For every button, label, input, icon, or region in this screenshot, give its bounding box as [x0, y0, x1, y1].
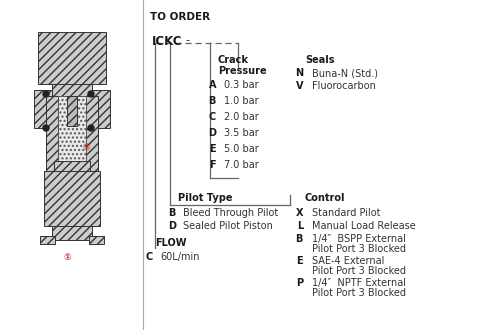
Text: Control: Control — [305, 193, 346, 203]
Text: 5.0 bar: 5.0 bar — [224, 144, 259, 154]
Text: SAE-4 External: SAE-4 External — [312, 256, 384, 266]
Bar — [86, 96, 98, 171]
Text: 2.0 bar: 2.0 bar — [224, 112, 259, 122]
Text: V: V — [295, 81, 303, 91]
Bar — [38, 32, 106, 84]
Text: F: F — [209, 160, 216, 170]
Text: B: B — [295, 234, 303, 244]
Circle shape — [43, 91, 49, 97]
Bar — [92, 90, 110, 128]
Bar — [89, 236, 104, 244]
Text: Standard Pilot: Standard Pilot — [312, 208, 380, 218]
Text: 1/4″  NPTF External: 1/4″ NPTF External — [312, 278, 406, 288]
Text: B: B — [208, 96, 216, 106]
Text: Buna-N (Std.): Buna-N (Std.) — [312, 68, 378, 78]
Text: C: C — [146, 252, 153, 262]
Text: X: X — [295, 208, 303, 218]
Bar — [40, 236, 55, 244]
Bar — [58, 96, 86, 161]
Text: Bleed Through Pilot: Bleed Through Pilot — [183, 208, 278, 218]
Text: ②: ② — [82, 144, 90, 152]
Text: 7.0 bar: 7.0 bar — [224, 160, 259, 170]
Text: N: N — [295, 68, 303, 78]
Text: P: P — [296, 278, 303, 288]
Bar — [46, 96, 58, 171]
Bar — [67, 96, 77, 126]
Text: Manual Load Release: Manual Load Release — [312, 221, 416, 231]
Text: Sealed Pilot Piston: Sealed Pilot Piston — [183, 221, 273, 231]
Text: Pilot Port 3 Blocked: Pilot Port 3 Blocked — [312, 244, 406, 254]
Text: 0.3 bar: 0.3 bar — [224, 80, 259, 90]
Circle shape — [88, 91, 94, 97]
Text: L: L — [297, 221, 303, 231]
Text: ICKC: ICKC — [152, 35, 183, 48]
Text: ①: ① — [63, 253, 71, 262]
Bar — [44, 171, 100, 226]
Text: B: B — [169, 208, 176, 218]
Bar — [52, 226, 92, 240]
Text: Fluorocarbon: Fluorocarbon — [312, 81, 376, 91]
Text: Seals: Seals — [305, 55, 335, 65]
Text: -: - — [185, 35, 189, 45]
Bar — [52, 84, 92, 96]
Text: D: D — [168, 221, 176, 231]
Text: 60L/min: 60L/min — [160, 252, 199, 262]
Bar — [54, 161, 90, 171]
Text: Pilot Type: Pilot Type — [178, 193, 232, 203]
Text: A: A — [208, 80, 216, 90]
Text: TO ORDER: TO ORDER — [150, 12, 210, 22]
Text: Pressure: Pressure — [218, 66, 267, 76]
Text: Pilot Port 3 Blocked: Pilot Port 3 Blocked — [312, 288, 406, 298]
Circle shape — [43, 125, 49, 131]
Text: E: E — [296, 256, 303, 266]
Text: C: C — [209, 112, 216, 122]
Bar — [34, 90, 52, 128]
Text: Crack: Crack — [218, 55, 249, 65]
Text: FLOW: FLOW — [155, 238, 186, 248]
Text: 1.0 bar: 1.0 bar — [224, 96, 259, 106]
Circle shape — [88, 125, 94, 131]
Text: 1/4″  BSPP External: 1/4″ BSPP External — [312, 234, 406, 244]
Text: 3.5 bar: 3.5 bar — [224, 128, 259, 138]
Text: E: E — [209, 144, 216, 154]
Text: Pilot Port 3 Blocked: Pilot Port 3 Blocked — [312, 266, 406, 276]
Text: D: D — [208, 128, 216, 138]
